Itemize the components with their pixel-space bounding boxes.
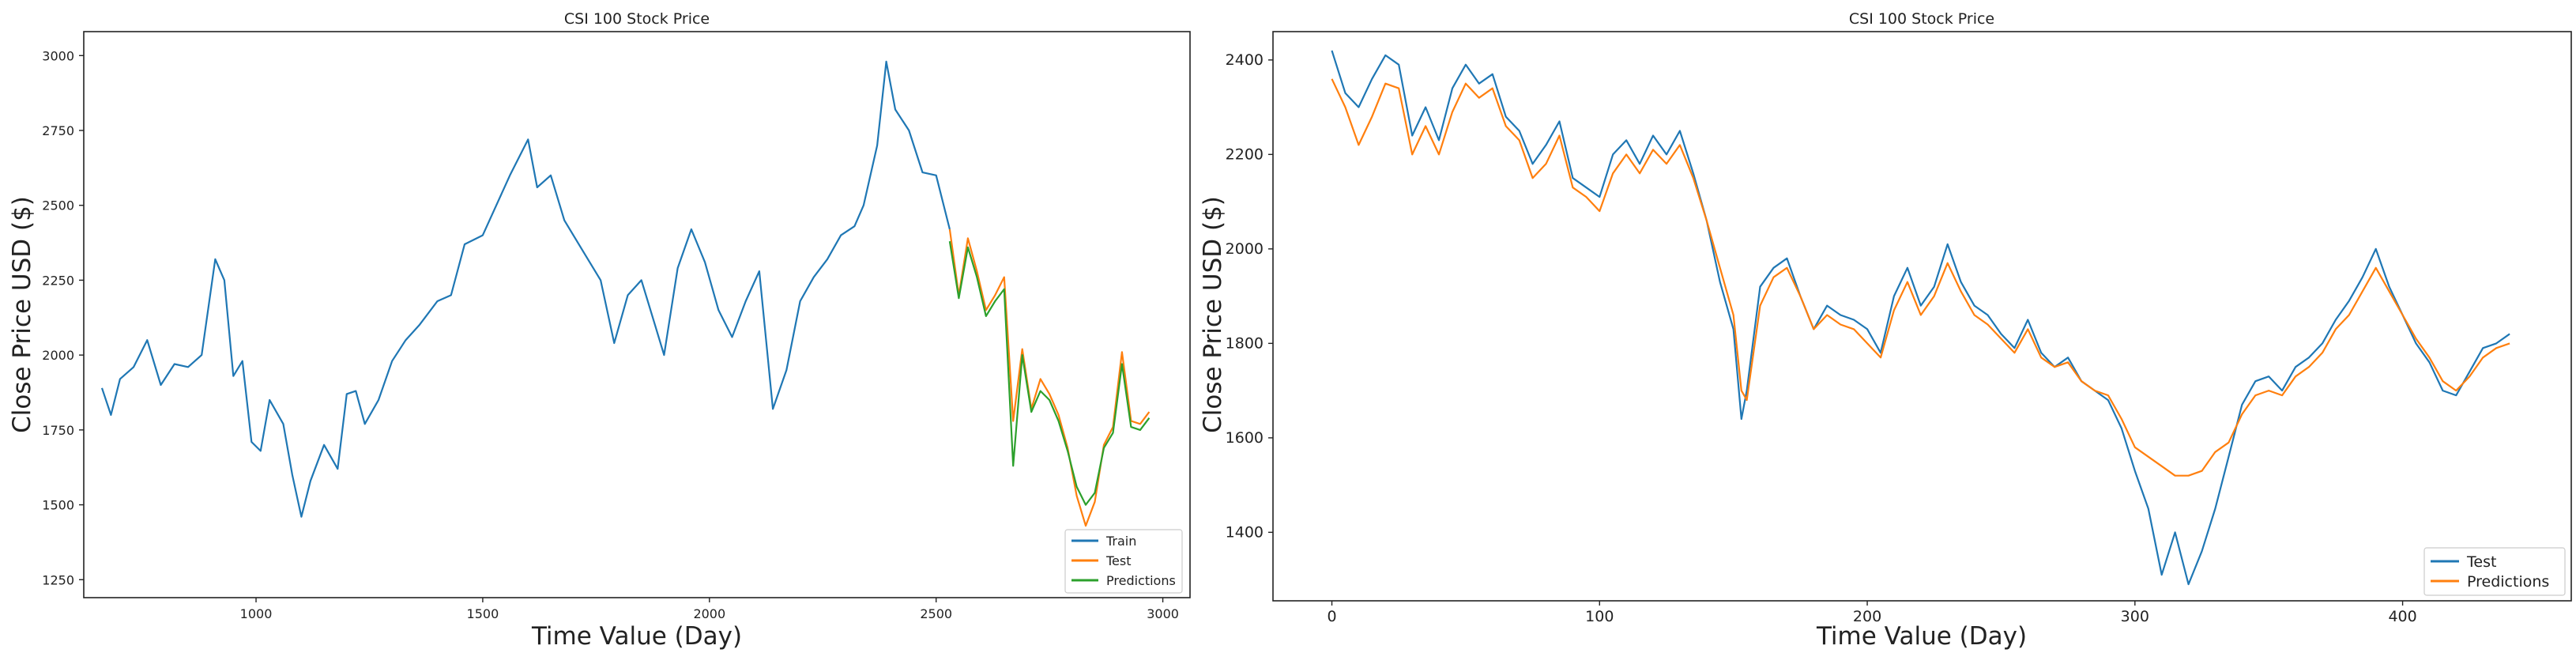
chart-left-title: CSI 100 Stock Price xyxy=(564,10,710,28)
chart-right-legend-label-predictions: Predictions xyxy=(2467,573,2549,591)
y-tick-label: 3000 xyxy=(42,48,74,63)
chart-left-x-axis: 1000 1500 2000 2500 3000 xyxy=(240,598,1179,621)
y-tick-label: 1400 xyxy=(1226,523,1264,541)
chart-left-series xyxy=(100,60,1151,527)
x-tick-label: 400 xyxy=(2388,608,2416,625)
y-tick-label: 1750 xyxy=(42,423,74,438)
x-tick-label: 0 xyxy=(1327,608,1336,625)
chart-left-legend-label-train: Train xyxy=(1105,534,1136,549)
series-line-test xyxy=(948,228,1151,527)
x-tick-label: 1500 xyxy=(467,606,499,621)
chart-right: CSI 100 Stock Price 14001600180020002200… xyxy=(1199,10,2572,651)
y-tick-label: 2250 xyxy=(42,273,74,288)
chart-left-y-axis-label: Close Price USD ($) xyxy=(8,196,36,433)
x-tick-label: 3000 xyxy=(1147,606,1179,621)
chart-right-plot-frame xyxy=(1272,31,2572,602)
series-line-predictions xyxy=(1331,78,2510,477)
x-tick-label: 2500 xyxy=(920,606,952,621)
y-tick-label: 2500 xyxy=(42,198,74,213)
y-tick-label: 1500 xyxy=(42,498,74,513)
chart-left-legend-label-test: Test xyxy=(1105,553,1132,568)
chart-right-y-axis-label: Close Price USD ($) xyxy=(1199,196,1227,433)
chart-right-legend: Test Predictions xyxy=(2423,547,2566,596)
x-tick-label: 2000 xyxy=(693,606,725,621)
chart-left-legend-box xyxy=(1064,529,1183,594)
chart-left: CSI 100 Stock Price 1250 1500 1750 2000 2250… xyxy=(8,10,1191,651)
chart-right-y-axis: 1400 1600 1800 2000 2200 2400 xyxy=(1226,51,1273,541)
y-tick-label: 2750 xyxy=(42,123,74,138)
y-tick-label: 1250 xyxy=(42,572,74,587)
series-line-predictions xyxy=(948,241,1151,506)
chart-left-plot-frame xyxy=(83,31,1191,598)
chart-left-legend: Train Test Predictions xyxy=(1064,529,1183,594)
y-tick-label: 2000 xyxy=(1226,240,1264,258)
x-tick-label: 300 xyxy=(2121,608,2149,625)
y-tick-label: 2000 xyxy=(42,348,74,363)
y-tick-label: 1800 xyxy=(1226,334,1264,352)
chart-left-legend-label-predictions: Predictions xyxy=(1106,573,1176,588)
y-tick-label: 2200 xyxy=(1226,145,1264,163)
x-tick-label: 1000 xyxy=(240,606,273,621)
chart-right-series xyxy=(1331,50,2510,586)
chart-right-x-axis-label: Time Value (Day) xyxy=(1816,622,2027,651)
chart-left-y-axis: 1250 1500 1750 2000 2250 2500 2750 3000 xyxy=(42,48,84,587)
chart-right-title: CSI 100 Stock Price xyxy=(1849,10,1994,28)
chart-right-legend-box xyxy=(2423,547,2566,596)
x-tick-label: 100 xyxy=(1585,608,1614,625)
y-tick-label: 2400 xyxy=(1226,51,1264,69)
y-tick-label: 1600 xyxy=(1226,429,1264,447)
chart-left-x-axis-label: Time Value (Day) xyxy=(531,622,742,651)
series-line-train xyxy=(100,60,951,518)
series-line-test xyxy=(1331,50,2510,586)
x-tick-label: 200 xyxy=(1853,608,1881,625)
chart-right-x-axis: 0 100 200 300 400 xyxy=(1327,601,2417,625)
chart-right-legend-label-test: Test xyxy=(2466,553,2496,571)
